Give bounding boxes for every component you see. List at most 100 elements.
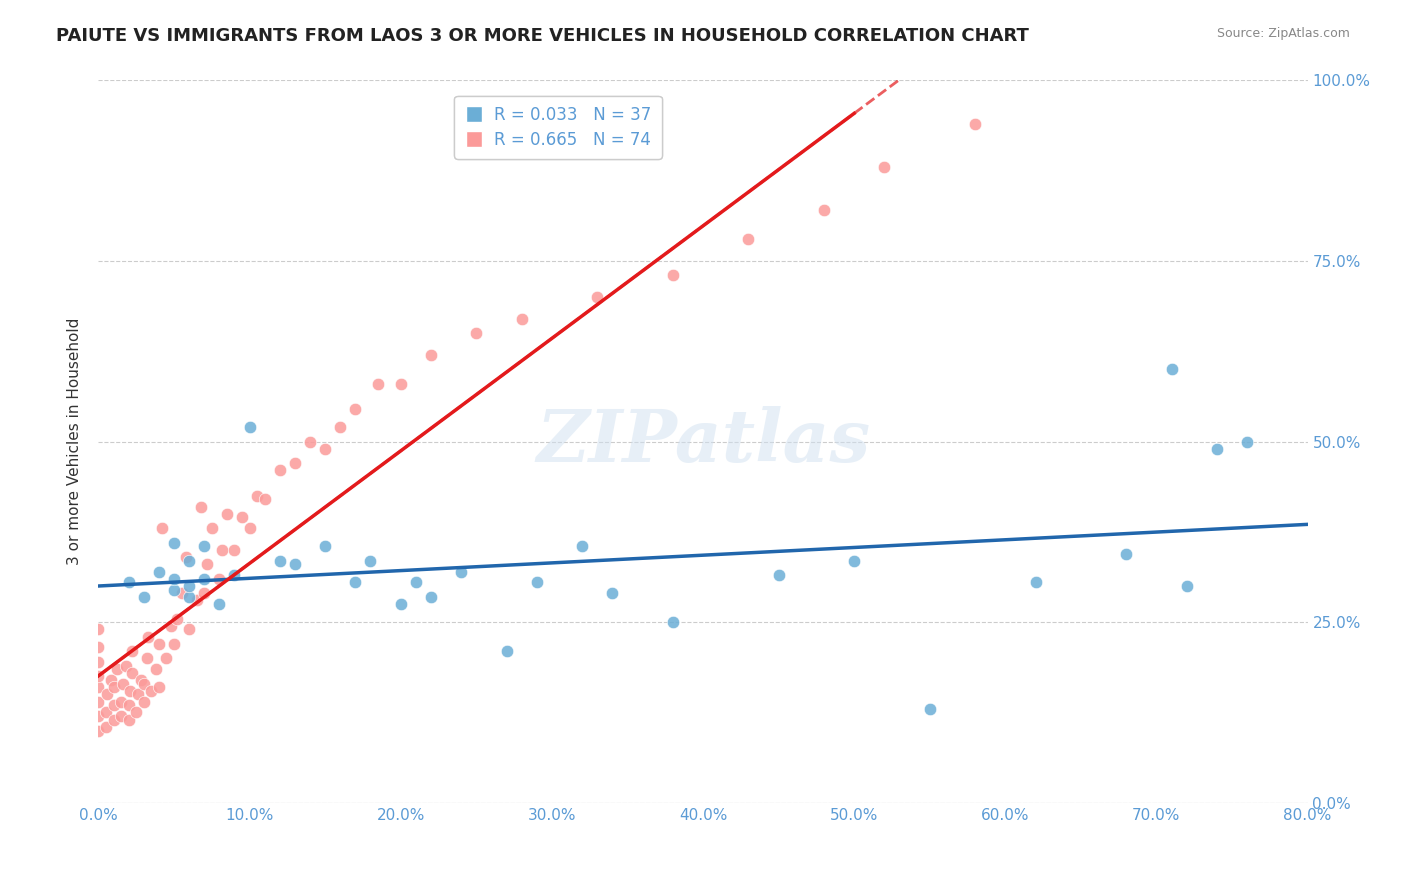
Point [526, 575, 548, 590]
Point [166, 611, 188, 625]
Point [163, 637, 186, 651]
Point [1160, 362, 1182, 376]
Point [284, 558, 307, 572]
Point [132, 676, 155, 690]
Point [201, 521, 224, 535]
Point [179, 554, 201, 568]
Point [94, 706, 117, 720]
Point [179, 623, 201, 637]
Point [87, 640, 110, 655]
Text: PAIUTE VS IMMIGRANTS FROM LAOS 3 OR MORE VEHICLES IN HOUSEHOLD CORRELATION CHART: PAIUTE VS IMMIGRANTS FROM LAOS 3 OR MORE… [56, 27, 1029, 45]
Point [145, 662, 167, 676]
Point [661, 268, 683, 283]
Point [193, 539, 215, 553]
Legend: R = 0.033   N = 37, R = 0.665   N = 74: R = 0.033 N = 37, R = 0.665 N = 74 [454, 95, 662, 159]
Point [195, 558, 218, 572]
Point [125, 706, 148, 720]
Point [193, 586, 215, 600]
Point [87, 695, 110, 709]
Point [87, 680, 110, 694]
Point [602, 586, 624, 600]
Point [239, 420, 262, 434]
Point [586, 290, 609, 304]
Point [1206, 442, 1229, 456]
Point [844, 554, 866, 568]
Point [965, 117, 987, 131]
Point [136, 630, 159, 644]
Point [148, 637, 170, 651]
Point [211, 542, 233, 557]
Point [224, 568, 246, 582]
Text: ZIPatlas: ZIPatlas [536, 406, 870, 477]
Point [344, 575, 367, 590]
Point [873, 160, 896, 174]
Point [329, 420, 352, 434]
Point [132, 590, 155, 604]
Point [253, 492, 276, 507]
Point [246, 489, 269, 503]
Point [1175, 579, 1198, 593]
Point [193, 572, 215, 586]
Point [129, 673, 152, 687]
Point [148, 680, 170, 694]
Point [179, 590, 201, 604]
Point [1115, 547, 1137, 561]
Point [510, 311, 533, 326]
Point [186, 593, 208, 607]
Y-axis label: 3 or more Vehicles in Household: 3 or more Vehicles in Household [67, 318, 83, 566]
Point [110, 695, 132, 709]
Point [344, 402, 367, 417]
Point [100, 673, 122, 687]
Point [1236, 434, 1258, 449]
Point [208, 597, 231, 611]
Point [367, 376, 389, 391]
Text: Source: ZipAtlas.com: Source: ZipAtlas.com [1216, 27, 1350, 40]
Point [389, 376, 412, 391]
Point [94, 720, 117, 734]
Point [299, 434, 322, 449]
Point [103, 698, 125, 713]
Point [174, 550, 197, 565]
Point [420, 590, 443, 604]
Point [389, 597, 412, 611]
Point [121, 644, 143, 658]
Point [135, 651, 157, 665]
Point [118, 698, 141, 713]
Point [103, 680, 125, 694]
Point [208, 572, 231, 586]
Point [110, 709, 132, 723]
Point [1024, 575, 1046, 590]
Point [360, 554, 382, 568]
Point [231, 510, 253, 524]
Point [420, 348, 443, 362]
Point [150, 521, 173, 535]
Point [224, 542, 246, 557]
Point [737, 232, 759, 246]
Point [163, 572, 186, 586]
Point [450, 565, 472, 579]
Point [148, 565, 170, 579]
Point [284, 456, 307, 470]
Point [118, 575, 141, 590]
Point [314, 539, 336, 553]
Point [768, 568, 790, 582]
Point [179, 579, 201, 593]
Point [269, 463, 291, 477]
Point [114, 658, 136, 673]
Point [141, 683, 163, 698]
Point [163, 582, 186, 597]
Point [127, 687, 149, 701]
Point [239, 521, 262, 535]
Point [111, 676, 134, 690]
Point [87, 669, 110, 683]
Point [190, 500, 212, 514]
Point [170, 586, 193, 600]
Point [465, 326, 488, 340]
Point [813, 203, 835, 218]
Point [87, 655, 110, 669]
Point [661, 615, 683, 630]
Point [163, 535, 186, 549]
Point [87, 709, 110, 723]
Point [121, 665, 143, 680]
Point [103, 713, 125, 727]
